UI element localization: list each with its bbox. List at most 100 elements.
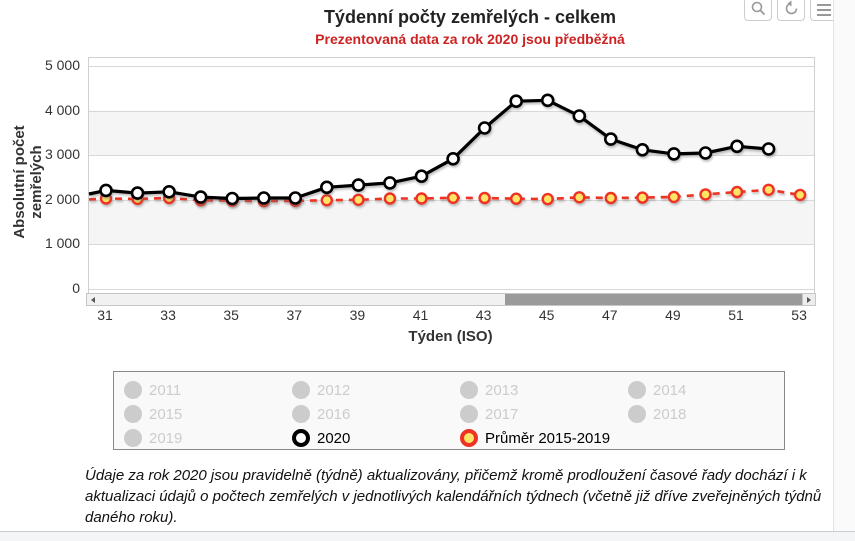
legend-marker-icon: [292, 429, 310, 447]
chart-title: Týdenní počty zemřelých - celkem: [323, 7, 617, 27]
legend-marker-icon: [460, 405, 478, 423]
data-point-marker: [762, 183, 775, 197]
data-point-marker: [510, 192, 523, 205]
legend-label: 2020: [317, 429, 351, 447]
data-point-marker: [509, 94, 524, 109]
data-point-marker: [603, 132, 618, 146]
scrollbar-right-button[interactable]: [802, 294, 815, 305]
data-point-marker: [604, 191, 617, 205]
legend-marker-icon: [124, 429, 142, 447]
legend-item-2016[interactable]: 2016: [292, 405, 460, 423]
right-gutter: [833, 0, 855, 531]
data-point-marker: [162, 185, 176, 199]
legend-item-2012[interactable]: 2012: [292, 381, 460, 399]
data-point-marker: [351, 178, 366, 192]
data-point-marker: [572, 109, 587, 123]
data-point-marker: [383, 176, 397, 190]
x-tick-label: 49: [665, 307, 681, 323]
x-tick-label: 35: [223, 307, 239, 323]
scrollbar-thumb[interactable]: [505, 294, 806, 305]
data-point-marker: [257, 191, 271, 205]
x-tick-label: 43: [475, 307, 492, 323]
data-point-marker: [99, 183, 113, 198]
data-point-marker: [699, 188, 712, 201]
x-scrollbar[interactable]: [86, 293, 816, 306]
x-tick-label: 31: [97, 307, 113, 323]
plot-band: [89, 199, 814, 245]
data-point-marker: [667, 147, 681, 161]
legend-marker-icon: [628, 381, 646, 399]
x-axis-title: Týden (ISO): [408, 328, 493, 345]
bottom-bar: [0, 531, 855, 541]
legend-item-2015[interactable]: 2015: [124, 405, 292, 423]
data-point-marker: [573, 191, 586, 204]
legend-item-průměr-2015-2019[interactable]: Průměr 2015-2019: [460, 429, 628, 447]
legend-item-2011[interactable]: 2011: [124, 381, 292, 399]
legend-marker-icon: [124, 405, 142, 423]
legend-label: 2014: [653, 381, 687, 399]
y-tick-label: 4 000: [44, 101, 80, 118]
data-point-marker: [320, 193, 334, 207]
data-point-marker: [446, 152, 460, 166]
zoom-button[interactable]: [744, 0, 772, 21]
legend-item-2018[interactable]: 2018: [628, 405, 784, 423]
plot-area[interactable]: [88, 57, 815, 294]
legend-marker-icon: [460, 429, 478, 447]
legend-item-2013[interactable]: 2013: [460, 381, 628, 399]
x-tick-label: 37: [286, 307, 303, 323]
x-tick-label: 45: [538, 307, 555, 323]
data-point-marker: [193, 190, 208, 204]
legend-item-2017[interactable]: 2017: [460, 405, 628, 423]
x-tick-label: 39: [349, 307, 366, 323]
data-point-marker: [383, 192, 397, 205]
data-point-marker: [793, 188, 807, 202]
data-point-marker: [636, 191, 649, 204]
data-point-marker: [667, 190, 681, 204]
data-point-marker: [415, 192, 428, 205]
legend-marker-icon: [124, 381, 142, 399]
data-point-marker: [225, 191, 239, 206]
y-tick-label: 0: [72, 280, 80, 296]
plot-band: [89, 110, 814, 156]
legend-marker-icon: [292, 381, 310, 399]
series-2020: [88, 93, 776, 206]
data-point-marker: [320, 180, 334, 195]
legend-marker-icon: [628, 405, 646, 423]
context-menu-button[interactable]: [810, 0, 838, 21]
y-tick-label: 2 000: [44, 190, 80, 207]
chart-subtitle: Prezentovaná data za rok 2020 jsou předb…: [315, 31, 625, 47]
x-tick-label: 41: [412, 307, 429, 323]
data-point-marker: [446, 191, 460, 205]
legend-label: 2011: [149, 381, 182, 399]
y-tick-label: 5 000: [44, 57, 80, 73]
legend-marker-icon: [292, 405, 310, 423]
y-tick-label: 1 000: [44, 235, 80, 252]
legend-marker-icon: [460, 381, 478, 399]
left-arrow-icon: [91, 296, 95, 303]
reset-zoom-button[interactable]: [777, 0, 805, 21]
legend-item-2019[interactable]: 2019: [124, 429, 292, 447]
x-tick-label: 51: [728, 307, 744, 323]
x-tick-label: 33: [160, 307, 176, 323]
data-point-marker: [288, 191, 303, 205]
legend: 2011 2012 2013 2014 2015 2016 2017 2018 2019 2020…: [113, 371, 785, 450]
legend-label: 2015: [149, 405, 183, 423]
scrollbar-left-button[interactable]: [87, 294, 99, 305]
data-point-marker: [478, 191, 491, 205]
legend-label: 2012: [317, 381, 351, 399]
data-point-marker: [541, 192, 554, 206]
x-tick-label: 53: [791, 307, 807, 323]
data-point-marker: [414, 169, 429, 183]
magnifier-icon: [750, 0, 767, 17]
menu-icon: [816, 3, 832, 17]
data-point-marker: [352, 193, 365, 207]
data-point-marker: [730, 139, 744, 154]
data-point-marker: [540, 93, 555, 108]
legend-item-2014[interactable]: 2014: [628, 381, 784, 399]
legend-label: Průměr 2015-2019: [485, 429, 611, 447]
data-point-marker: [761, 142, 776, 156]
legend-item-2020[interactable]: 2020: [292, 429, 460, 447]
x-tick-label: 47: [602, 307, 618, 323]
data-point-marker: [698, 146, 713, 160]
